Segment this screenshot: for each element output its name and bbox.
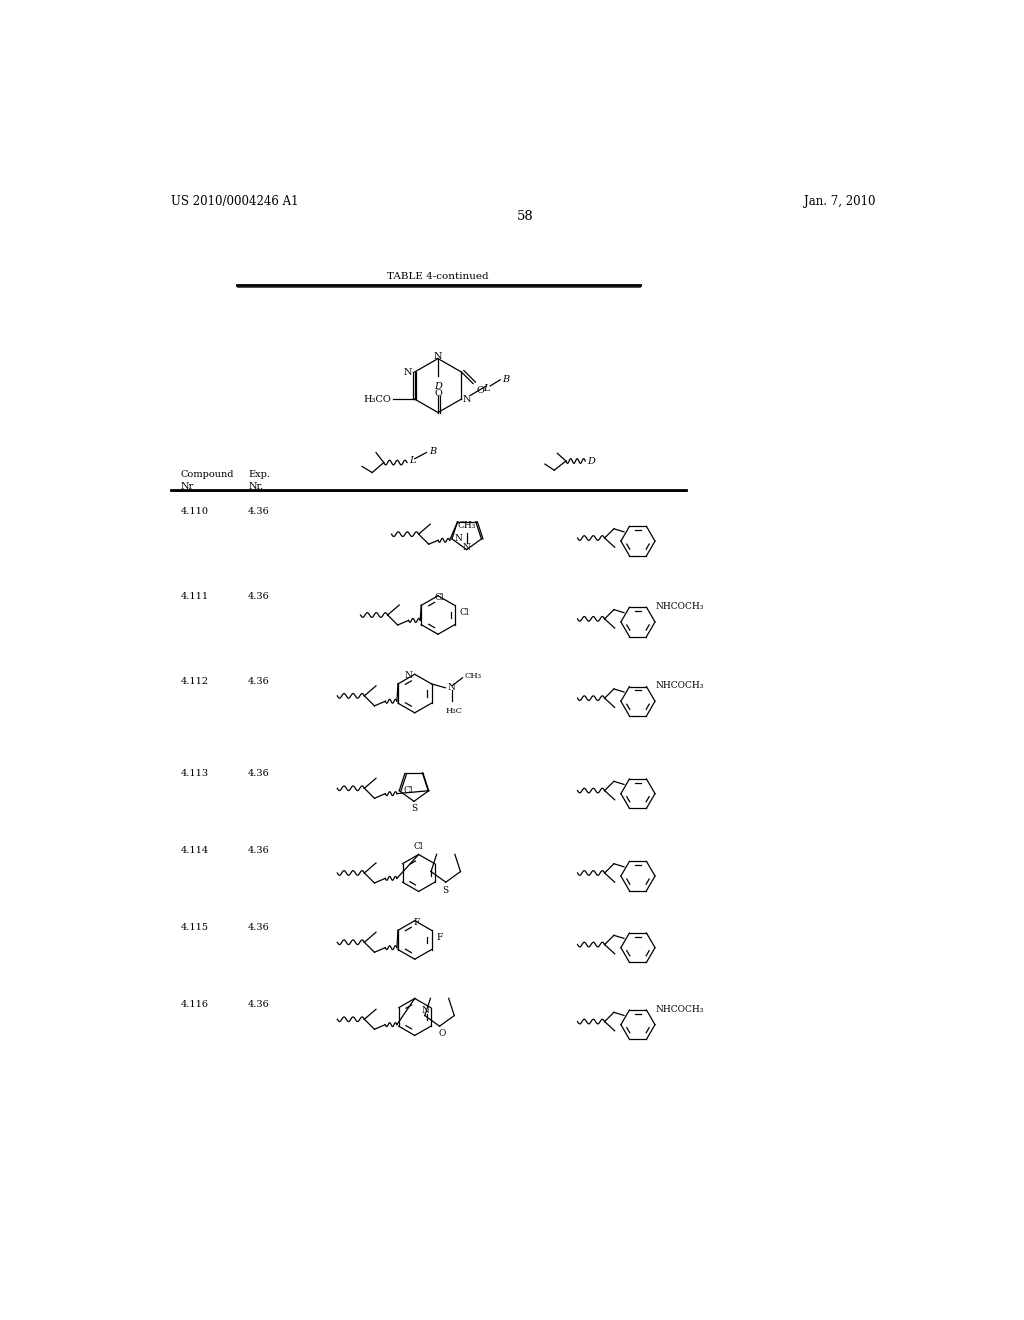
Text: B: B — [502, 375, 509, 384]
Text: Cl: Cl — [435, 594, 444, 602]
Text: 4.110: 4.110 — [180, 507, 209, 516]
Text: Cl: Cl — [403, 787, 413, 795]
Text: TABLE 4-continued: TABLE 4-continued — [387, 272, 488, 281]
Text: 4.113: 4.113 — [180, 770, 209, 777]
Text: O: O — [476, 385, 484, 395]
Text: 4.36: 4.36 — [248, 846, 270, 855]
Text: N: N — [404, 672, 413, 680]
Text: H₃C: H₃C — [445, 708, 463, 715]
Text: D: D — [588, 457, 595, 466]
Text: 4.115: 4.115 — [180, 923, 209, 932]
Text: 4.114: 4.114 — [180, 846, 209, 855]
Text: Exp.
Nr.: Exp. Nr. — [248, 470, 270, 491]
Text: 4.116: 4.116 — [180, 1001, 209, 1008]
Text: 4.36: 4.36 — [248, 677, 270, 685]
Text: Cl: Cl — [414, 842, 424, 851]
Text: N: N — [447, 684, 455, 692]
Text: N: N — [455, 535, 462, 544]
Text: F: F — [436, 933, 442, 942]
Text: 4.36: 4.36 — [248, 507, 270, 516]
Text: Cl: Cl — [460, 609, 469, 618]
Text: B: B — [429, 446, 436, 455]
Text: 4.36: 4.36 — [248, 923, 270, 932]
Text: CH₃: CH₃ — [464, 672, 481, 680]
Text: D: D — [434, 381, 442, 391]
Text: NHCOCH₃: NHCOCH₃ — [655, 681, 703, 690]
Text: S: S — [411, 804, 417, 813]
Text: Jan. 7, 2010: Jan. 7, 2010 — [805, 194, 876, 207]
Text: O: O — [439, 1030, 446, 1039]
Text: NHCOCH₃: NHCOCH₃ — [655, 1005, 703, 1014]
Text: 4.112: 4.112 — [180, 677, 209, 685]
Text: Compound
Nr: Compound Nr — [180, 470, 234, 491]
Text: CH₃: CH₃ — [458, 521, 476, 531]
Text: 4.36: 4.36 — [248, 591, 270, 601]
Text: O: O — [435, 389, 442, 399]
Text: N: N — [403, 367, 413, 376]
Text: 4.36: 4.36 — [248, 1001, 270, 1008]
Text: N: N — [463, 395, 471, 404]
Text: NHCOCH₃: NHCOCH₃ — [655, 602, 703, 611]
Text: 58: 58 — [516, 210, 534, 223]
Text: N: N — [463, 544, 471, 552]
Text: N: N — [434, 352, 442, 360]
Text: S: S — [442, 886, 449, 895]
Text: L: L — [410, 455, 416, 465]
Text: 4.36: 4.36 — [248, 770, 270, 777]
Text: H₃CO: H₃CO — [364, 395, 391, 404]
Text: US 2010/0004246 A1: US 2010/0004246 A1 — [171, 194, 298, 207]
Text: F: F — [413, 919, 420, 928]
Text: 4.111: 4.111 — [180, 591, 209, 601]
Text: N: N — [422, 1006, 429, 1015]
Text: L: L — [483, 384, 489, 392]
